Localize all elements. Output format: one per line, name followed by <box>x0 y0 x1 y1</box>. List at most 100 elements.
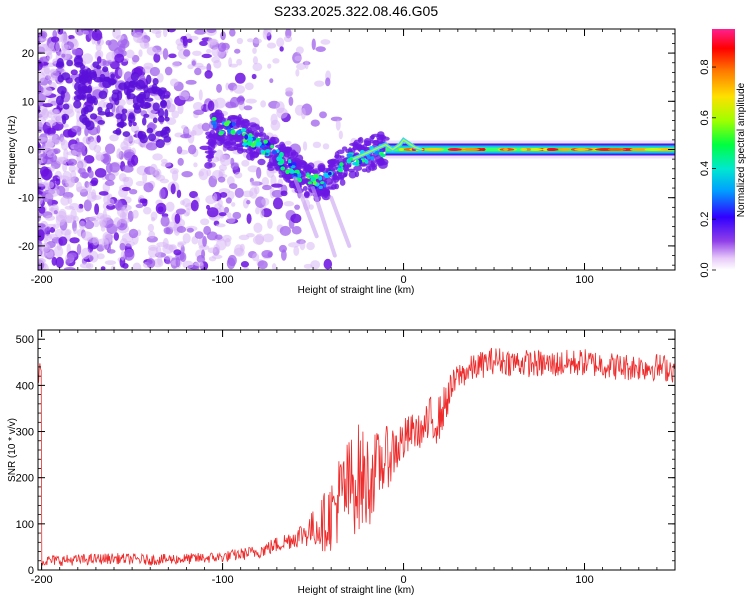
spectrogram-cluster-blob <box>152 77 159 86</box>
spectrogram-noise-blob <box>302 141 308 151</box>
band-peak <box>424 148 445 151</box>
spectrogram-noise-blob <box>272 197 284 210</box>
spectrogram-noise-blob <box>176 43 184 51</box>
spectrogram-cluster-blob <box>161 126 171 135</box>
spectrogram-noise-blob <box>79 262 92 269</box>
spectrogram-noise-blob <box>319 111 327 119</box>
colorbar-ticks: 0.0 0.2 0.4 0.6 0.8 <box>699 59 716 278</box>
band-peak <box>574 148 589 151</box>
x-tick-label: -200 <box>31 274 53 286</box>
spectrogram-ridge-blob <box>251 151 259 159</box>
spectrogram-ridge-core <box>211 116 217 121</box>
spectrogram-ridge-blob <box>364 140 370 144</box>
spectrogram-noise-blob <box>303 263 313 269</box>
spectrogram-cluster-blob <box>83 106 89 115</box>
spectrogram-noise-blob <box>234 72 246 84</box>
spectrogram-noise-blob <box>163 255 174 260</box>
spectrogram-noise-blob <box>192 50 202 56</box>
spectrogram-noise-blob <box>271 183 283 188</box>
spectrogram-ridge-blob <box>354 144 364 150</box>
spectrogram-ridge-core <box>280 166 286 171</box>
snr-series-line <box>38 347 675 566</box>
spectrogram-noise-blob <box>116 148 122 159</box>
spectrogram-noise-blob <box>142 206 152 215</box>
spectrogram-ridge-core <box>364 159 369 164</box>
spectrogram-noise-blob <box>79 220 86 230</box>
spectrogram-ridge-blob <box>287 155 292 159</box>
spectrogram-ridge-core <box>307 181 312 185</box>
spectrogram-ridge-core <box>231 121 236 127</box>
spectrogram-noise-blob <box>48 206 54 212</box>
spectrogram-cluster-blob <box>135 79 146 90</box>
spectrogram-cluster-blob <box>163 94 170 99</box>
spectrogram-noise-blob <box>142 66 153 74</box>
spectrogram-cluster-blob <box>126 84 136 93</box>
colorbar-tick-label: 0.8 <box>699 59 711 74</box>
spectrogram-cluster-blob <box>132 102 142 109</box>
spectrogram-ridge-blob <box>302 185 308 191</box>
spectrogram-noise-blob <box>95 43 102 52</box>
spectrogram-cluster-blob <box>145 74 152 85</box>
spectrogram-noise-blob <box>194 29 207 35</box>
spectrogram-noise-blob <box>104 260 117 266</box>
spectrogram-noise-blob <box>234 187 244 198</box>
spectrogram-noise-blob <box>231 202 236 207</box>
spectrogram-cluster-blob <box>130 72 139 82</box>
spectrogram-noise-blob <box>209 38 218 44</box>
spectrogram-ridge-core <box>236 130 243 135</box>
spectrogram-cluster-blob <box>127 114 136 124</box>
spectrogram-ridge-blob <box>234 132 244 141</box>
spectrogram-noise-blob <box>178 91 190 101</box>
spectrogram-noise-blob <box>57 29 64 35</box>
spectrogram-noise-blob <box>68 38 79 50</box>
spectrogram-ridge-core <box>337 168 344 173</box>
spectrogram-noise-blob <box>93 220 100 228</box>
spectrogram-noise-blob <box>121 186 131 192</box>
spectrogram-noise-blob <box>38 85 44 94</box>
spectrogram-noise-blob <box>306 241 315 251</box>
spectrogram-cluster-blob <box>163 136 172 143</box>
spectrogram-noise-blob <box>159 178 170 184</box>
band-peak <box>520 148 528 151</box>
spectrogram-noise-blob <box>123 248 135 261</box>
spectrogram-noise-blob <box>122 176 130 182</box>
spectrogram-noise-blob <box>294 204 301 210</box>
spectrogram-cluster-blob <box>55 61 65 69</box>
spectrogram-cluster-blob <box>137 131 147 140</box>
spectrogram-ridge-core <box>352 162 358 166</box>
snr-x-ticks: -200 -100 0 100 <box>31 330 676 586</box>
spectrogram-cluster-blob <box>110 73 115 80</box>
spectrogram-noise-blob <box>267 218 273 229</box>
colorbar-label: Normalized spectral amplitude <box>736 82 747 217</box>
spectrogram-noise-blob <box>71 125 82 133</box>
spectrogram-noise-blob <box>259 208 265 218</box>
spectrogram-noise-blob <box>181 171 193 178</box>
spectrogram-noise-blob <box>176 146 183 155</box>
spectrogram-noise-blob <box>204 70 213 79</box>
spectrogram-ridge-blob <box>271 155 278 162</box>
spectrogram-noise-blob <box>193 162 198 168</box>
spectrogram-noise-blob <box>119 217 131 224</box>
spectrogram-noise-blob <box>165 201 175 212</box>
band-peak <box>629 148 650 151</box>
spectrogram-noise-blob <box>236 58 243 66</box>
spectrogram-noise-blob <box>50 115 62 123</box>
spectrogram-noise-blob <box>215 223 226 228</box>
spectrogram-cluster-blob <box>115 127 122 136</box>
spectrogram-noise-blob <box>82 30 90 36</box>
spectrogram-cluster-blob <box>108 78 116 86</box>
spectrogram-noise-blob <box>147 223 155 232</box>
spectrogram-ridge-blob <box>237 147 244 154</box>
spectrogram-noise-blob <box>162 48 169 60</box>
spectrogram-ridge-core <box>293 173 298 177</box>
spectrogram-noise-blob <box>283 35 293 43</box>
spectrogram-noise-blob <box>288 242 300 248</box>
x-tick-label: -200 <box>31 574 53 586</box>
spectrogram-noise-blob <box>155 202 167 215</box>
y-tick-label: 0 <box>28 565 34 577</box>
spectrogram-noise-blob <box>162 29 168 38</box>
spectrogram-noise-blob <box>192 124 204 136</box>
spectrogram-noise-blob <box>234 48 241 54</box>
spectrogram-noise-blob <box>310 119 320 127</box>
spectrogram-ridge-blob <box>240 120 250 129</box>
